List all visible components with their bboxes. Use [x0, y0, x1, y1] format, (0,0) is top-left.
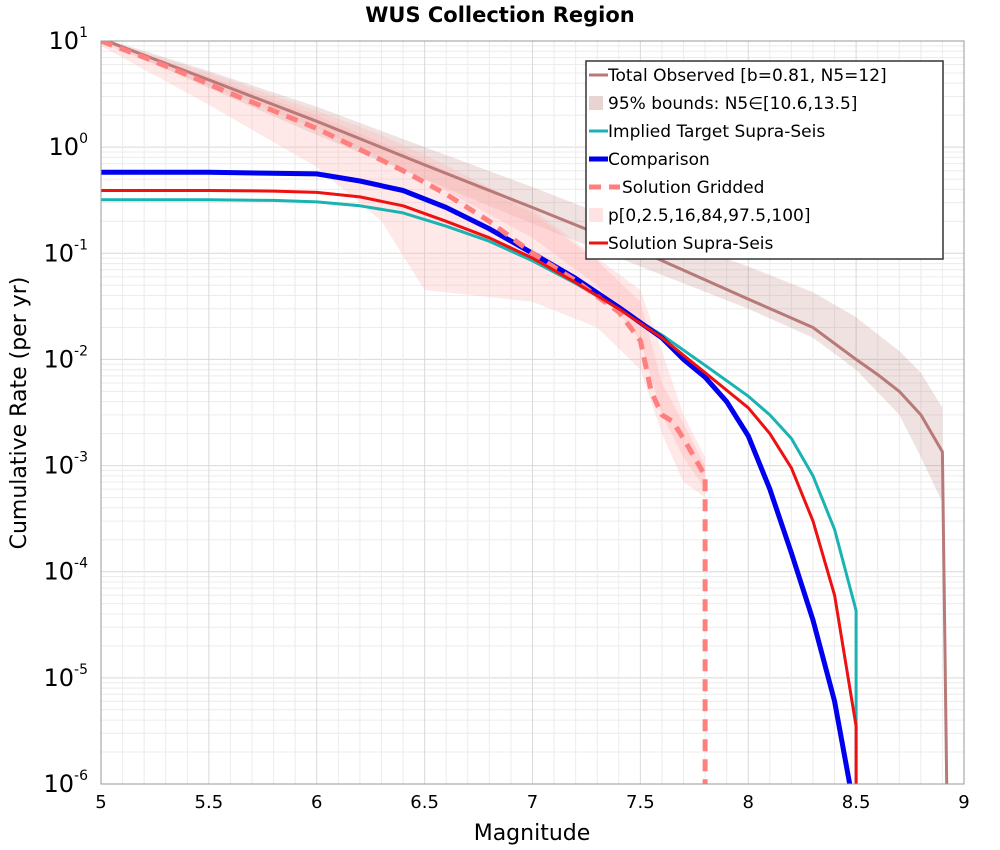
legend-label: Comparison — [608, 150, 710, 170]
x-tick-label: 9 — [958, 792, 969, 813]
y-tick-base: 10 — [43, 664, 74, 692]
y-tick-label: 100 — [49, 131, 88, 161]
legend: Total Observed [b=0.81, N5=12] 95% bounds… — [585, 60, 944, 260]
legend-swatch — [589, 208, 603, 222]
x-tick-label: 7 — [527, 792, 538, 813]
x-tick-label: 8.5 — [842, 792, 871, 813]
x-tick-label: 6.5 — [410, 792, 439, 813]
y-tick-label: 10-1 — [43, 237, 88, 267]
y-tick-exponent: -2 — [74, 343, 88, 359]
legend-label: 95% bounds: N5∈[10.6,13.5] — [608, 94, 857, 114]
x-axis-label: Magnitude — [474, 821, 591, 846]
y-tick-base: 10 — [43, 239, 74, 267]
series-solution-supra-seis — [101, 189, 858, 784]
band-p-0-2-5-16-84-97-5-100-inner — [101, 41, 706, 490]
y-tick-exponent: -4 — [74, 556, 88, 572]
x-tick-label: 7.5 — [626, 792, 655, 813]
y-tick-base: 10 — [43, 345, 74, 373]
series-solution-gridded — [101, 41, 708, 784]
band-p-0-2-5-16-84-97-5-100- — [101, 41, 706, 498]
y-tick-exponent: 1 — [79, 25, 88, 41]
y-tick-exponent: 0 — [79, 131, 88, 147]
legend-label: Implied Target Supra-Seis — [608, 122, 825, 142]
x-tick-label: 8 — [743, 792, 754, 813]
y-tick-exponent: -5 — [74, 662, 88, 678]
y-tick-exponent: -6 — [74, 768, 88, 784]
legend-label: Solution Supra-Seis — [608, 234, 774, 254]
x-tick-label: 6 — [311, 792, 322, 813]
y-tick-base: 10 — [49, 133, 80, 161]
legend-label: p[0,2.5,16,84,97.5,100] — [608, 206, 811, 226]
y-tick-label: 10-5 — [43, 662, 88, 692]
y-tick-exponent: -3 — [74, 450, 88, 466]
legend-label: Total Observed [b=0.81, N5=12] — [607, 66, 887, 86]
legend-label: Solution Gridded — [622, 178, 764, 198]
y-tick-label: 10-2 — [43, 343, 88, 373]
data-series — [101, 41, 949, 784]
legend-box — [585, 60, 944, 260]
y-tick-label: 10-4 — [43, 556, 88, 586]
plot-frame — [100, 40, 965, 785]
uncertainty-bands — [101, 41, 943, 503]
y-tick-label: 10-6 — [43, 768, 88, 798]
y-axis-label: Cumulative Rate (per yr) — [7, 277, 32, 550]
y-tick-base: 10 — [43, 558, 74, 586]
x-axis-ticks: 5 5.5 6 6.5 7 7.5 8 8.5 9 — [95, 792, 969, 813]
y-tick-base: 10 — [49, 27, 80, 55]
y-tick-base: 10 — [43, 452, 74, 480]
y-tick-base: 10 — [43, 770, 74, 798]
chart-title: WUS Collection Region — [365, 3, 635, 27]
y-tick-label: 101 — [49, 25, 88, 55]
legend-swatch — [589, 96, 603, 110]
x-tick-label: 5 — [95, 792, 106, 813]
y-tick-label: 10-3 — [43, 450, 88, 480]
x-tick-label: 5.5 — [195, 792, 224, 813]
y-tick-exponent: -1 — [74, 237, 88, 253]
series-total-observed-b-0-81-n5-12- — [102, 41, 949, 784]
